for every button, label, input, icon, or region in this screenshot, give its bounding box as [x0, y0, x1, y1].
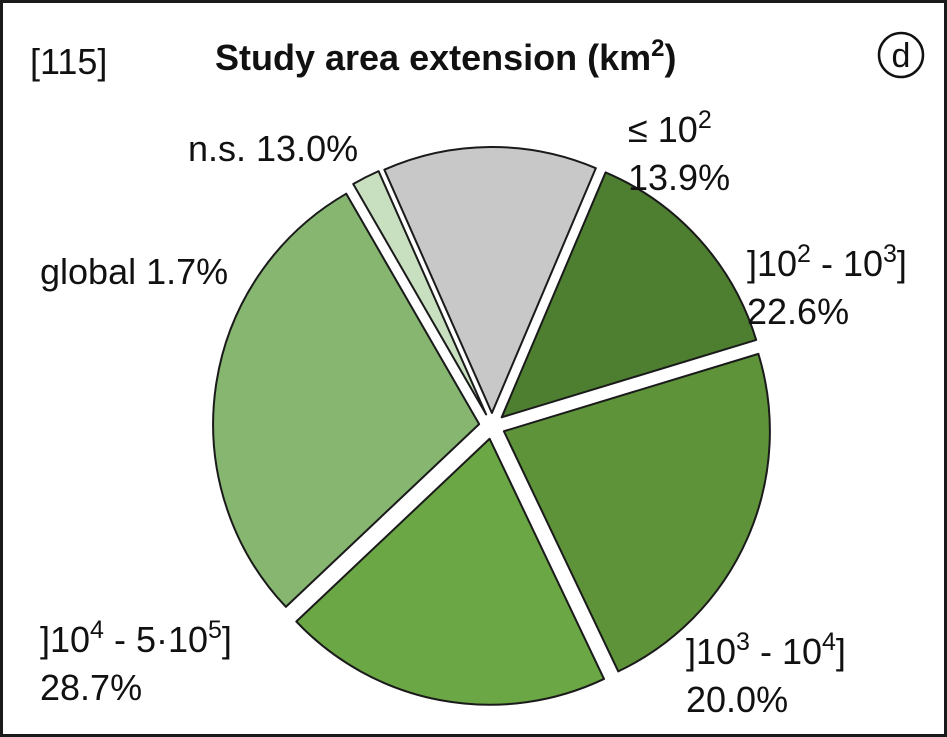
- slice-label-1e2_1e3-text: ]: [897, 243, 907, 284]
- slice-label-1e2_1e3-line-1: ]102 - 103]: [747, 240, 907, 284]
- pie-slices: [212, 146, 771, 706]
- pie-slice-1e3_1e4: [295, 437, 605, 706]
- pie-slice-1e4_5e5: [212, 192, 481, 608]
- slice-label-1e4_5e5-text: 4: [90, 616, 104, 644]
- chart-title-main: Study area extension (km: [215, 37, 651, 78]
- reference-label: [115]: [30, 41, 107, 82]
- slice-label-1e3_1e4-text: 20.0%: [686, 679, 788, 720]
- slice-label-1e3_1e4-text: 4: [822, 628, 836, 656]
- slice-label-1e4_5e5-text: 5: [208, 616, 222, 644]
- slice-label-1e4_5e5-text: - 5·10: [104, 619, 208, 660]
- slice-label-1e2_1e3-line-2: 22.6%: [747, 291, 849, 332]
- slice-label-1e2_1e3-text: 22.6%: [747, 291, 849, 332]
- slice-label-1e3_1e4-text: ]: [836, 631, 846, 672]
- pie-slice-ns: [383, 146, 597, 414]
- slice-label-1e4_5e5-line-1: ]104 - 5·105]: [40, 616, 232, 660]
- slice-label-le_1e2-text: 13.9%: [628, 157, 730, 198]
- slice-label-1e2_1e3-text: 2: [797, 240, 811, 268]
- slice-label-le_1e2-text: 2: [698, 106, 712, 134]
- slice-label-1e3_1e4-text: ]10: [686, 631, 736, 672]
- slice-label-global-line-1: global 1.7%: [40, 251, 228, 292]
- slice-label-ns-text: n.s. 13.0%: [188, 128, 358, 169]
- panel-letter-badge: d: [877, 31, 925, 79]
- chart-title-superscript: 2: [651, 35, 664, 62]
- chart-title: Study area extension (km2): [215, 35, 677, 78]
- slice-label-le_1e2-text: ≤ 10: [628, 109, 698, 150]
- pie-slice-global: [352, 170, 488, 416]
- slice-label-global-text: global 1.7%: [40, 251, 228, 292]
- chart-title-close: ): [665, 37, 677, 78]
- slice-label-1e4_5e5-line-2: 28.7%: [40, 667, 142, 708]
- slice-label-1e2_1e3-text: - 10: [811, 243, 883, 284]
- slice-label-1e2_1e3-text: 3: [883, 240, 897, 268]
- slice-label-ns-line-1: n.s. 13.0%: [188, 128, 358, 169]
- slice-label-1e3_1e4-text: - 10: [750, 631, 822, 672]
- slice-label-1e4_5e5-text: 28.7%: [40, 667, 142, 708]
- slice-label-1e3_1e4-text: 3: [736, 628, 750, 656]
- pie-slice-le_1e2: [500, 171, 758, 419]
- panel-letter: d: [892, 37, 911, 75]
- panel-letter-circle: [877, 31, 925, 79]
- slice-label-1e3_1e4-line-2: 20.0%: [686, 679, 788, 720]
- slice-label-le_1e2-line-2: 13.9%: [628, 157, 730, 198]
- slice-label-le_1e2-line-1: ≤ 102: [628, 106, 712, 150]
- slice-label-1e4_5e5-text: ]10: [40, 619, 90, 660]
- slice-label-1e2_1e3-text: ]10: [747, 243, 797, 284]
- slice-label-1e3_1e4-line-1: ]103 - 104]: [686, 628, 846, 672]
- pie-slice-1e2_1e3: [502, 352, 771, 673]
- slice-label-1e4_5e5-text: ]: [222, 619, 232, 660]
